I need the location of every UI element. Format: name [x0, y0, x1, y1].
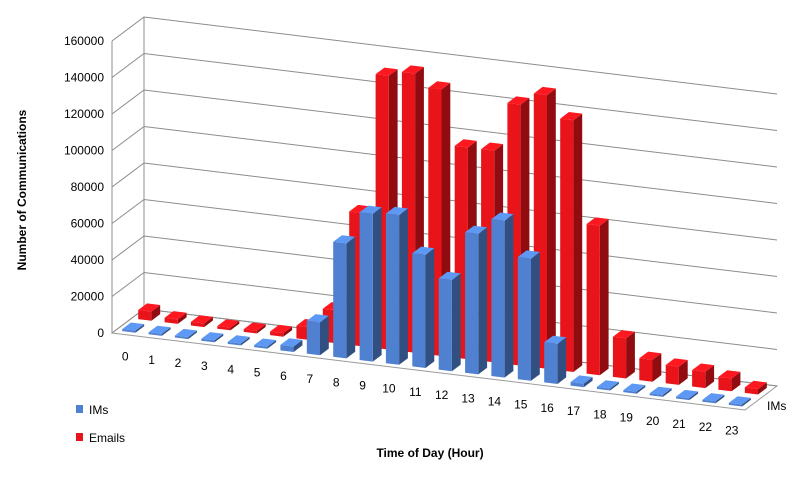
emails-bar — [138, 303, 161, 321]
ims-bar — [465, 225, 488, 375]
ims-bar — [491, 212, 514, 378]
x-tick-label: 2 — [175, 356, 182, 370]
x-tick-label: 1 — [148, 353, 155, 367]
x-tick-label: 17 — [567, 404, 581, 418]
emails-bar — [164, 311, 187, 324]
ims-bar — [201, 332, 224, 343]
emails-bar — [744, 380, 767, 395]
ims-bar — [148, 325, 171, 336]
ims-bar — [676, 389, 699, 401]
bars — [122, 65, 767, 407]
x-tick-label: 9 — [359, 378, 366, 392]
emails-bar — [190, 315, 213, 328]
x-axis-title: Time of Day (Hour) — [376, 446, 483, 460]
y-tick-label: 140000 — [64, 71, 104, 85]
ims-bar — [280, 338, 303, 352]
ims-bar — [227, 335, 250, 346]
x-tick-label: 16 — [541, 401, 555, 415]
ims-bar — [728, 396, 751, 407]
y-axis-title: Number of Communications — [15, 109, 29, 270]
ims-bar — [596, 380, 619, 391]
x-tick-label: 19 — [620, 411, 634, 425]
x-tick-label: 5 — [254, 366, 261, 380]
ims-bar — [649, 386, 672, 397]
x-tick-label: 13 — [461, 391, 475, 405]
ims-bar — [438, 271, 461, 372]
y-tick-label: 120000 — [64, 107, 104, 121]
legend-label-emails: Emails — [89, 431, 125, 445]
ims-bar — [254, 338, 277, 349]
emails-bar — [217, 319, 240, 331]
x-tick-label: 23 — [725, 423, 739, 437]
depth-axis-label: IMs — [767, 399, 786, 413]
ims-bar — [122, 322, 145, 333]
y-tick-label: 160000 — [64, 34, 104, 48]
legend: IMs Emails — [76, 403, 125, 445]
x-tick-label: 21 — [672, 417, 686, 431]
x-tick-label: 20 — [646, 414, 660, 428]
x-tick-label: 22 — [699, 420, 713, 434]
y-tick-label: 20000 — [71, 290, 105, 304]
legend-swatch-ims — [76, 405, 83, 413]
ims-bar — [544, 335, 567, 384]
emails-bar — [665, 358, 688, 385]
x-tick-label: 3 — [201, 359, 208, 373]
gridlines — [110, 16, 779, 411]
ims-bar — [412, 246, 435, 368]
x-axis-ticks: 0 1 2 3 4 5 6 7 8 9 10 11 12 13 14 15 16 17 18 19 20 21 22 23 — [122, 350, 739, 438]
emails-bar — [612, 330, 635, 379]
legend-label-ims: IMs — [89, 403, 108, 417]
x-tick-label: 12 — [435, 388, 449, 402]
ims-bar — [385, 206, 408, 365]
ims-bar — [174, 328, 197, 340]
y-tick-label: 100000 — [64, 144, 104, 158]
ims-bar — [570, 375, 593, 388]
y-tick-label: 40000 — [71, 253, 105, 267]
x-tick-label: 6 — [280, 369, 287, 383]
legend-swatch-emails — [76, 433, 83, 441]
ims-bar — [517, 250, 540, 381]
x-tick-label: 7 — [306, 372, 313, 386]
emails-bar — [586, 217, 609, 376]
y-axis-ticks: 0 20000 40000 60000 80000 100000 120000 140000 1… — [64, 34, 104, 340]
x-tick-label: 4 — [227, 362, 234, 376]
x-tick-label: 0 — [122, 350, 129, 364]
ims-bar — [333, 235, 356, 359]
x-tick-label: 18 — [593, 407, 607, 421]
x-tick-label: 8 — [333, 375, 340, 389]
emails-bar — [718, 370, 741, 392]
y-tick-label: 80000 — [71, 180, 105, 194]
ims-bar — [359, 205, 382, 362]
ims-bar — [623, 383, 646, 394]
ims-bar — [306, 314, 329, 356]
emails-bar — [560, 112, 583, 372]
ims-bar — [702, 393, 725, 404]
x-tick-label: 14 — [488, 395, 502, 409]
emails-bar — [692, 363, 715, 389]
emails-bar — [243, 322, 266, 334]
y-tick-label: 0 — [97, 326, 104, 340]
emails-bar — [639, 351, 662, 382]
y-tick-label: 60000 — [71, 217, 105, 231]
x-tick-label: 15 — [514, 398, 528, 412]
x-tick-label: 10 — [382, 382, 396, 396]
emails-bar — [270, 324, 293, 337]
x-tick-label: 11 — [409, 385, 422, 399]
